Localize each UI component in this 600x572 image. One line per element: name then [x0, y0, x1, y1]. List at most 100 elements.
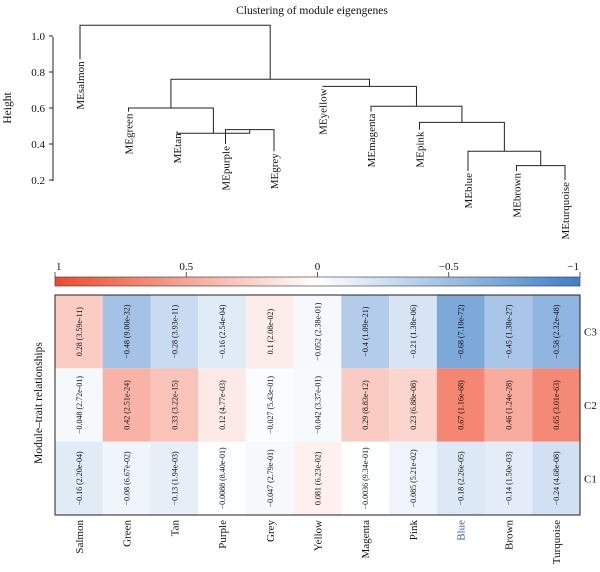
heatmap-column-label: Salmon [74, 520, 86, 554]
colorbar-ticks: 1 0.5 0 −0.5 −1 [54, 261, 581, 277]
y-tick-label: 0.2 [31, 175, 45, 187]
heatmap-cell-label: 0.42 (2.51e-24) [123, 380, 132, 430]
heatmap-cell-label: −0.085 (5.21e-02) [409, 449, 418, 507]
leaf-label: MEtan [172, 133, 184, 163]
heatmap-cell-label: −0.4 (1.09e-21) [361, 306, 370, 356]
heatmap-cell-label: 0.081 (6.23e-02) [314, 451, 323, 505]
heatmap-cell [389, 295, 437, 369]
heatmap-cell [293, 441, 342, 515]
heatmap-cell-label: −0.048 (2.72e-01) [75, 376, 84, 434]
leaf-label: MEpink [415, 131, 427, 168]
heatmap-cell-label: −0.68 (7.10e-72) [457, 304, 466, 358]
dendrogram: Clustering of module eigengenes Height 0… [2, 5, 572, 239]
heatmap-cell-label: −0.047 (2.79e-01) [266, 449, 275, 507]
heatmap-cell [532, 368, 580, 442]
heatmap-cell-label: −0.13 (1.94e-03) [170, 451, 179, 505]
heatmap-column-label: Grey [265, 520, 277, 542]
heatmap-cell [484, 441, 533, 515]
heatmap-cell-label: −0.48 (9.00e-32) [123, 304, 132, 358]
heatmap-cell-label: 0.28 (3.59e-11) [75, 307, 84, 357]
heatmap-row-labels: C3 C2 C1 [584, 327, 597, 486]
heatmap-column-label: Magenta [360, 520, 372, 559]
heatmap-cell [341, 441, 390, 515]
heatmap-column-label: Blue [456, 520, 468, 541]
heatmap-cell [293, 295, 342, 369]
heatmap-cell-label: 0.1 (2.08e-02) [266, 309, 275, 355]
dendrogram-link [516, 165, 566, 180]
heatmap-column-label: Pink [408, 520, 420, 541]
heatmap-cell [245, 295, 294, 369]
dendrogram-y-ticks: 0.2 0.4 0.6 0.8 1.0 [31, 31, 53, 187]
heatmap: Module–trait relationships 0.28 (3.59e-1… [33, 294, 597, 565]
leaf-label: MEyellow [318, 88, 330, 134]
leaf-label: MEgrey [269, 153, 281, 190]
heatmap-cell-label: −0.08 (6.67e-02) [123, 451, 132, 505]
heatmap-cell [389, 441, 437, 515]
heatmap-column-label: Tan [169, 520, 181, 537]
heatmap-cell-label: −0.45 (1.38e-27) [504, 304, 513, 358]
heatmap-cell-label: 0.46 (1.24e-28) [504, 380, 513, 430]
heatmap-cell-label: −0.042 (3.37e-01) [314, 376, 323, 434]
heatmap-cell [484, 368, 533, 442]
heatmap-cell-label: 0.65 (3.01e-63) [552, 380, 561, 430]
heatmap-cell-label: −0.16 (2.20e-04) [75, 451, 84, 505]
leaf-label: MEblue [463, 173, 475, 209]
heatmap-cell [341, 295, 390, 369]
heatmap-cell [198, 441, 246, 515]
heatmap-column-label: Yellow [313, 520, 325, 551]
heatmap-cell-label: −0.24 (4.68e-08) [552, 451, 561, 505]
heatmap-cell-label: −0.16 (2.54e-04) [218, 304, 227, 358]
leaf-label: MEturquoise [560, 182, 572, 240]
dendrogram-link [467, 150, 542, 171]
heatmap-cell [389, 368, 437, 442]
heatmap-cell-label: −0.21 (1.38e-06) [409, 304, 418, 358]
heatmap-column-labels: Salmon Green Tan Purple Grey Yellow Magenta Pin… [74, 520, 563, 565]
leaf-label: MEmagenta [366, 113, 378, 167]
dendrogram-title: Clustering of module eigengenes [236, 5, 388, 17]
dendrogram-link [370, 105, 463, 123]
heatmap-cell [102, 368, 151, 442]
heatmap-cell [436, 295, 485, 369]
heatmap-cell-labels: 0.28 (3.59e-11) −0.48 (9.00e-32) −0.28 (3.… [75, 302, 561, 509]
heatmap-cell-label: 0.67 (1.16e-68) [457, 380, 466, 430]
heatmap-row-label: C3 [584, 327, 597, 339]
colorbar-tick-label: −0.5 [439, 261, 459, 273]
heatmap-cell-label: −0.0036 (9.34e-01) [361, 447, 370, 509]
heatmap-cell [245, 441, 294, 515]
heatmap-cell [484, 295, 533, 369]
heatmap-cell [198, 295, 246, 369]
heatmap-column-label: Turquoise [551, 520, 563, 564]
dendrogram-link [419, 121, 505, 152]
heatmap-cell-label: −0.58 (2.32e-48) [552, 304, 561, 358]
colorbar-tick-label: 0 [315, 261, 321, 273]
leaf-label: MEgreen [124, 113, 136, 154]
heatmap-cell-label: −0.052 (2.38e-01) [314, 302, 323, 360]
heatmap-cell [150, 295, 199, 369]
dendrogram-leaf-labels: MEsalmon MEgreen MEtan MEpurple MEgrey MEyell… [75, 61, 572, 240]
heatmap-cell [102, 295, 151, 369]
heatmap-cell [293, 368, 342, 442]
heatmap-cell-label: −0.28 (3.93e-11) [170, 304, 179, 358]
heatmap-column-label: Brown [503, 520, 515, 550]
heatmap-frame [54, 294, 581, 516]
dendrogram-link [128, 107, 214, 134]
heatmap-cell [150, 368, 199, 442]
heatmap-cell-label: 0.12 (4.77e-03) [218, 380, 227, 430]
dendrogram-y-axis-label: Height [2, 92, 14, 124]
heatmap-cell [55, 441, 103, 515]
colorbar-gradient [54, 276, 581, 287]
leaf-label: MEbrown [512, 173, 524, 218]
heatmap-cell-label: −0.14 (1.50e-03) [504, 451, 513, 505]
heatmap-cell [436, 368, 485, 442]
heatmap-cell [102, 441, 151, 515]
heatmap-cell [198, 368, 246, 442]
heatmap-cell [532, 295, 580, 369]
heatmap-column-label: Green [122, 520, 134, 547]
heatmap-cell [341, 368, 390, 442]
heatmap-cells [55, 295, 580, 515]
y-tick-label: 0.6 [31, 103, 45, 115]
heatmap-cell [150, 441, 199, 515]
heatmap-cell [532, 441, 580, 515]
dendrogram-link [322, 85, 417, 107]
